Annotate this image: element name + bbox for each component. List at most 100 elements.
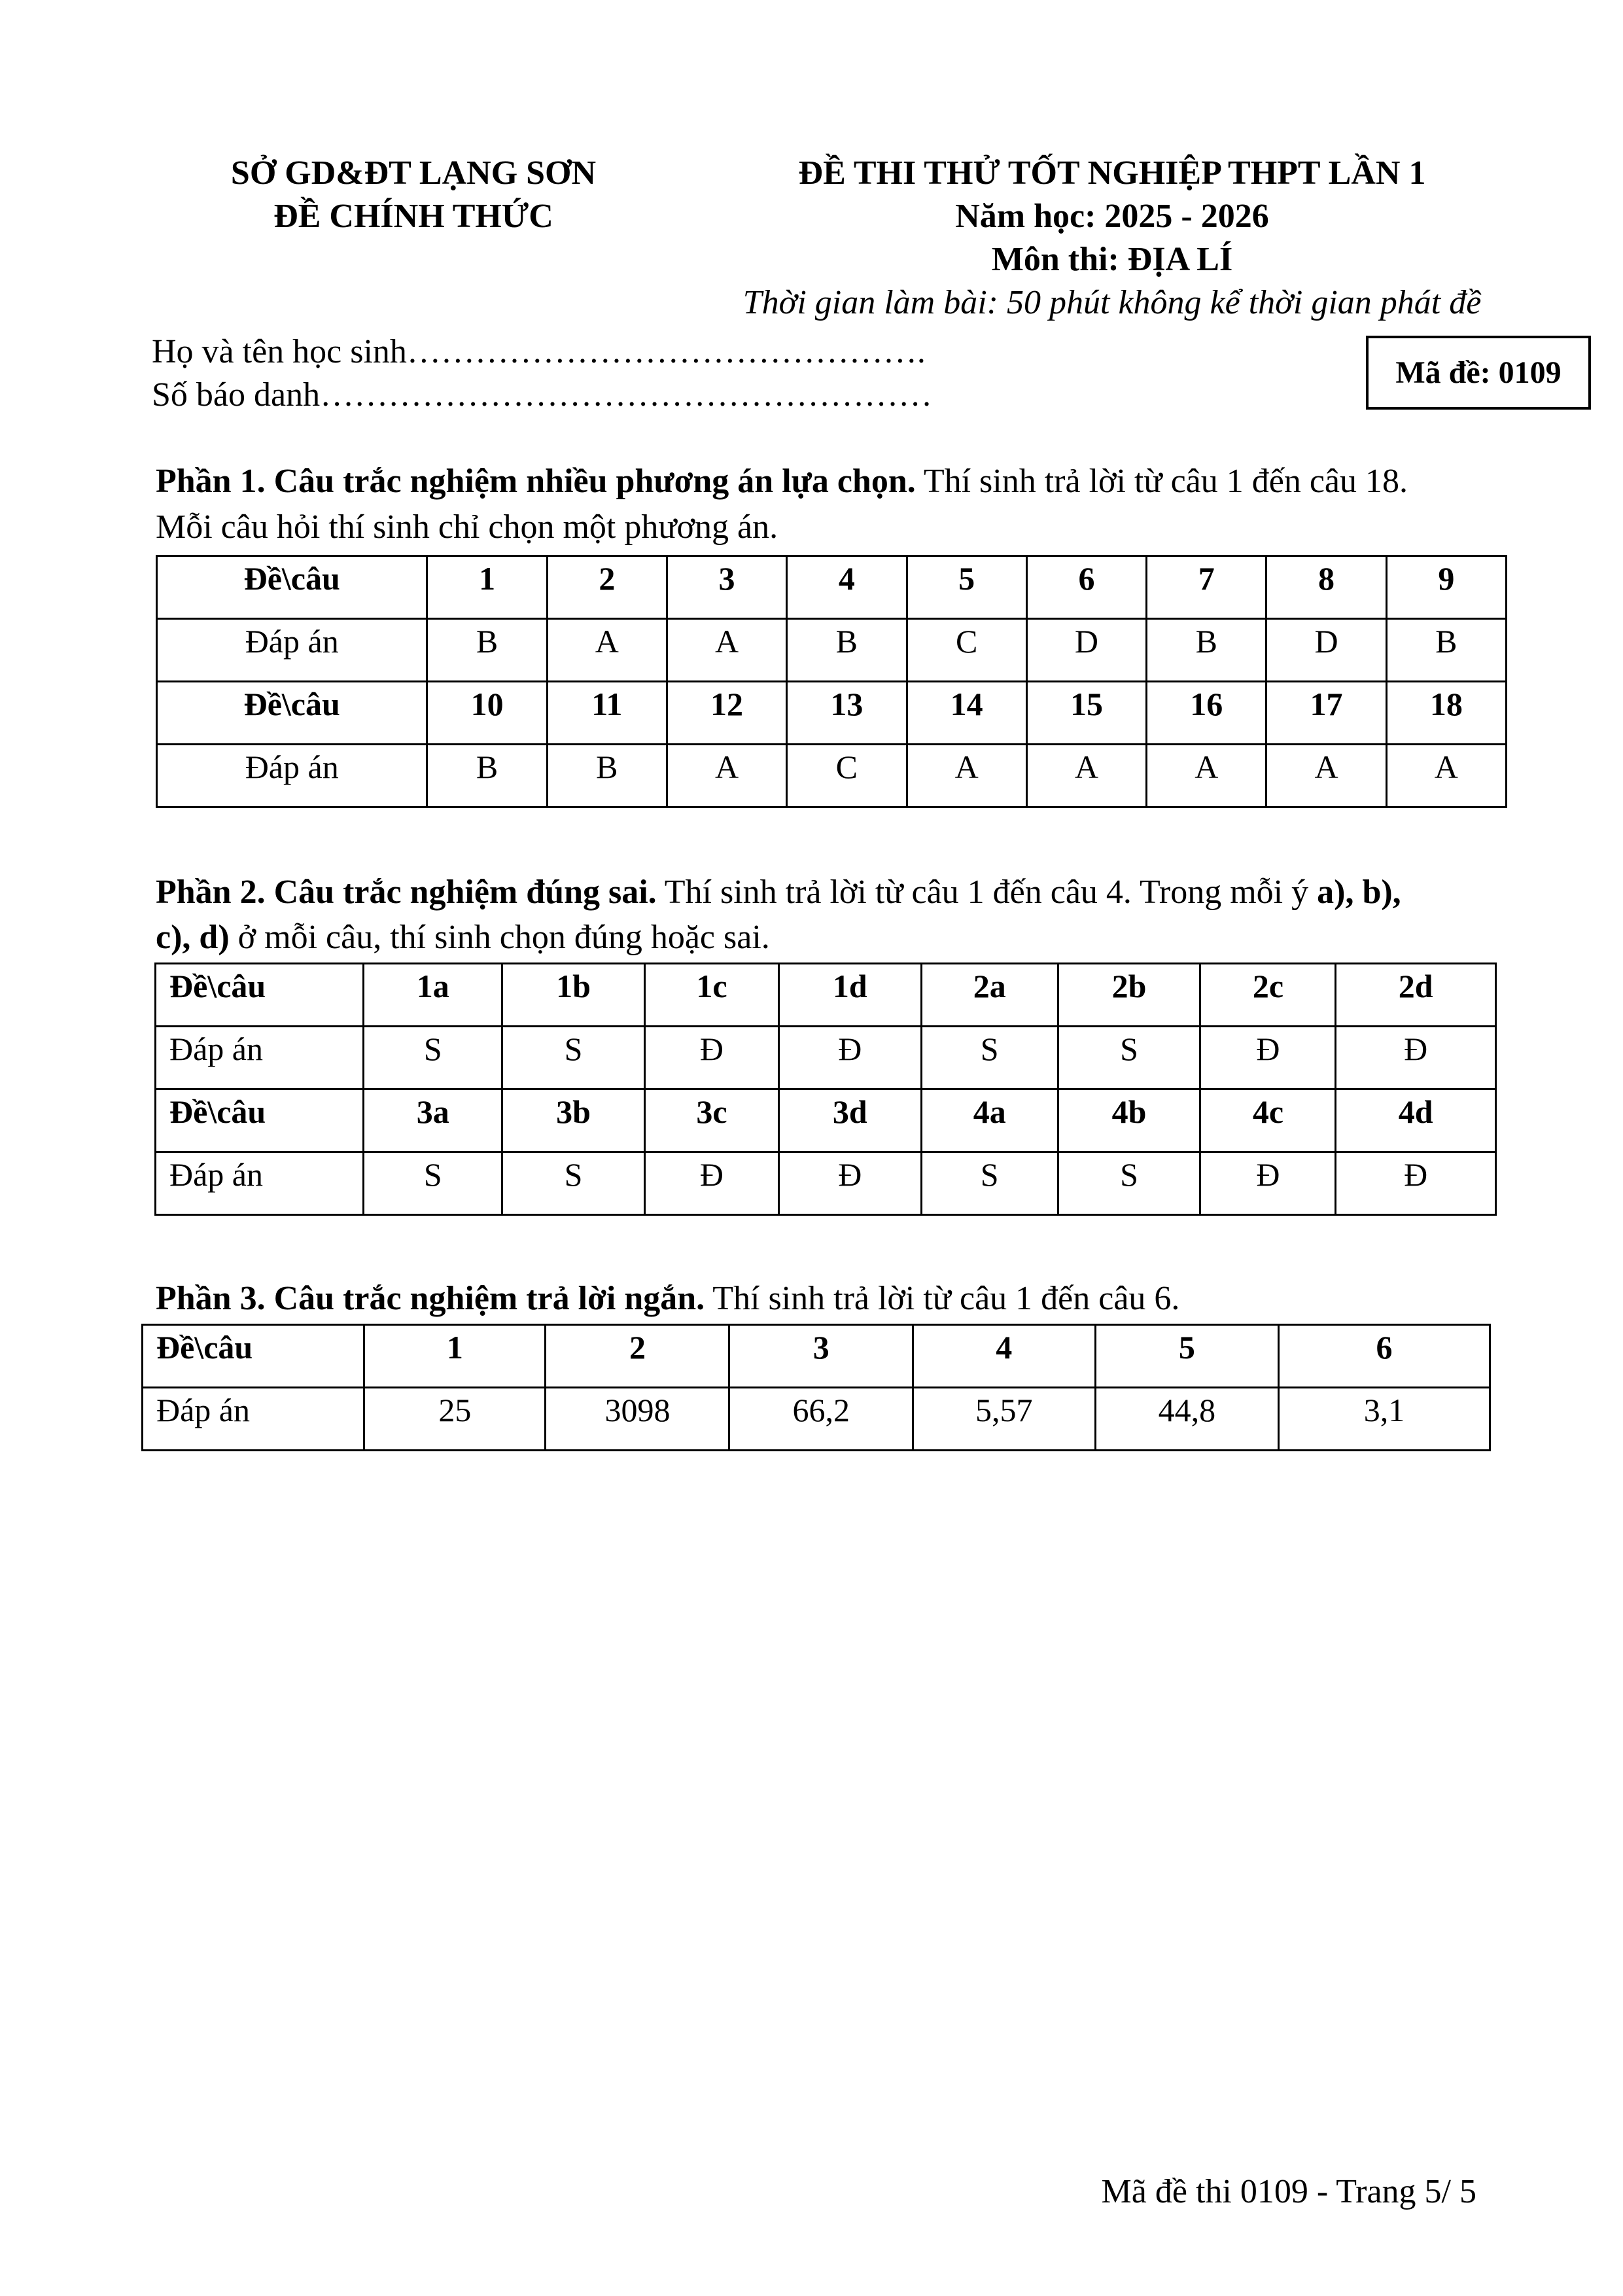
answer-cell: S [501, 1151, 646, 1216]
question-cell: 4a [920, 1088, 1059, 1153]
part1-title: Phần 1. Câu trắc nghiệm nhiều phương án … [156, 463, 916, 500]
answer-cell: B [1385, 618, 1508, 682]
answer-cell: Đ [643, 1025, 780, 1090]
row-label: Đáp án [155, 618, 428, 682]
answer-cell: S [362, 1025, 504, 1090]
part1-desc2: Mỗi câu hỏi thí sinh chỉ chọn một phương… [156, 508, 778, 546]
question-cell: 3b [501, 1088, 646, 1153]
question-row: Đề\câu 10 11 12 13 14 15 16 17 18 [155, 680, 1508, 745]
official-label: ĐỀ CHÍNH THỨC [273, 198, 553, 235]
question-row: Đề\câu 3a 3b 3c 3d 4a 4b 4c 4d [154, 1088, 1497, 1153]
question-cell: 13 [786, 680, 908, 745]
question-cell: 10 [426, 680, 548, 745]
question-cell: 8 [1265, 555, 1387, 620]
answer-row: Đáp án B B A C A A A A A [155, 743, 1508, 808]
question-cell: 6 [1025, 555, 1148, 620]
question-cell: 4c [1199, 1088, 1337, 1153]
row-label: Đề\câu [141, 1324, 366, 1388]
question-cell: 2 [546, 555, 668, 620]
question-cell: 2c [1199, 963, 1337, 1027]
answer-cell: Đ [777, 1151, 922, 1216]
row-label: Đề\câu [154, 963, 365, 1027]
question-cell: 3 [728, 1324, 914, 1388]
answer-cell: 66,2 [728, 1386, 914, 1451]
answer-cell: 3098 [544, 1386, 731, 1451]
question-cell: 18 [1385, 680, 1508, 745]
question-cell: 1 [363, 1324, 547, 1388]
question-cell: 2b [1056, 963, 1202, 1027]
question-cell: 1a [362, 963, 504, 1027]
row-label: Đề\câu [155, 680, 428, 745]
answer-cell: D [1025, 618, 1148, 682]
part3-heading: Phần 3. Câu trắc nghiệm trả lời ngắn. Th… [156, 1277, 1179, 1321]
question-cell: 6 [1278, 1324, 1491, 1388]
answer-cell: C [905, 618, 1028, 682]
part2-desc2-bold: c), d) [156, 919, 230, 956]
answer-cell: B [546, 743, 668, 808]
answer-row: Đáp án 25 3098 66,2 5,57 44,8 3,1 [141, 1386, 1491, 1451]
part3-desc: Thí sinh trả lời từ câu 1 đến câu 6. [705, 1280, 1180, 1317]
part2-desc-bold: a), b), [1317, 874, 1401, 911]
subject: Môn thi: ĐỊA LÍ [991, 241, 1233, 278]
question-cell: 17 [1265, 680, 1387, 745]
question-cell: 14 [905, 680, 1028, 745]
answer-cell: Đ [1199, 1025, 1337, 1090]
question-cell: 5 [905, 555, 1028, 620]
exam-code-box: Mã đề: 0109 [1366, 336, 1591, 410]
answer-cell: Đ [1335, 1025, 1497, 1090]
question-cell: 3d [777, 1088, 922, 1153]
question-cell: 3a [362, 1088, 504, 1153]
answer-cell: 3,1 [1278, 1386, 1491, 1451]
answer-cell: S [1056, 1025, 1202, 1090]
department-name: SỞ GD&ĐT LẠNG SƠN [230, 154, 597, 192]
exam-title: ĐỀ THI THỬ TỐT NGHIỆP THPT LẦN 1 [798, 154, 1426, 192]
part1-answer-table: Đề\câu 1 2 3 4 5 6 7 8 9 Đáp án B A A B C D B D B Đề\câu 10 11… [155, 555, 1508, 808]
part2-desc: Thí sinh trả lời từ câu 1 đến câu 4. Tro… [656, 874, 1318, 911]
answer-cell: C [786, 743, 908, 808]
answer-row: Đáp án B A A B C D B D B [155, 618, 1508, 682]
answer-cell: S [1056, 1151, 1202, 1216]
answer-cell: S [362, 1151, 504, 1216]
answer-cell: S [501, 1025, 646, 1090]
question-row: Đề\câu 1 2 3 4 5 6 7 8 9 [155, 555, 1508, 620]
part2-heading: Phần 2. Câu trắc nghiệm đúng sai. Thí si… [156, 870, 1401, 915]
answer-cell: S [920, 1025, 1059, 1090]
question-cell: 16 [1145, 680, 1268, 745]
part3-title: Phần 3. Câu trắc nghiệm trả lời ngắn. [156, 1280, 705, 1317]
question-cell: 2 [544, 1324, 731, 1388]
part2-title: Phần 2. Câu trắc nghiệm đúng sai. [156, 874, 657, 911]
part1-heading: Phần 1. Câu trắc nghiệm nhiều phương án … [156, 459, 1408, 504]
exam-header: ĐỀ THI THỬ TỐT NGHIỆP THPT LẦN 1 Năm học… [720, 152, 1505, 325]
question-cell: 9 [1385, 555, 1508, 620]
question-cell: 7 [1145, 555, 1268, 620]
question-cell: 2a [920, 963, 1059, 1027]
answer-row: Đáp án S S Đ Đ S S Đ Đ [154, 1151, 1497, 1216]
part2-desc2-line: c), d) ở mỗi câu, thí sinh chọn đúng hoặ… [156, 915, 770, 960]
answer-row: Đáp án S S Đ Đ S S Đ Đ [154, 1025, 1497, 1090]
answer-cell: A [1025, 743, 1148, 808]
row-label: Đề\câu [154, 1088, 365, 1153]
question-cell: 12 [665, 680, 788, 745]
row-label: Đáp án [154, 1025, 365, 1090]
answer-cell: A [1385, 743, 1508, 808]
question-cell: 1 [426, 555, 548, 620]
part2-desc2: ở mỗi câu, thí sinh chọn đúng hoặc sai. [229, 919, 770, 956]
answer-cell: Đ [1335, 1151, 1497, 1216]
question-cell: 15 [1025, 680, 1148, 745]
row-label: Đáp án [141, 1386, 366, 1451]
question-cell: 1b [501, 963, 646, 1027]
part2-answer-table: Đề\câu 1a 1b 1c 1d 2a 2b 2c 2d Đáp án S S Đ Đ S S Đ Đ Đề\c… [154, 963, 1497, 1216]
question-cell: 2d [1335, 963, 1497, 1027]
answer-cell: A [1145, 743, 1268, 808]
answer-cell: B [426, 743, 548, 808]
student-name-field: Họ và tên học sinh………………………………………. [152, 333, 926, 370]
answer-cell: 44,8 [1094, 1386, 1280, 1451]
row-label: Đề\câu [155, 555, 428, 620]
answer-cell: A [665, 618, 788, 682]
school-header: SỞ GD&ĐT LẠNG SƠN ĐỀ CHÍNH THỨC [217, 152, 610, 238]
question-cell: 1d [777, 963, 922, 1027]
question-cell: 11 [546, 680, 668, 745]
question-cell: 4d [1335, 1088, 1497, 1153]
answer-cell: A [905, 743, 1028, 808]
answer-cell: B [426, 618, 548, 682]
